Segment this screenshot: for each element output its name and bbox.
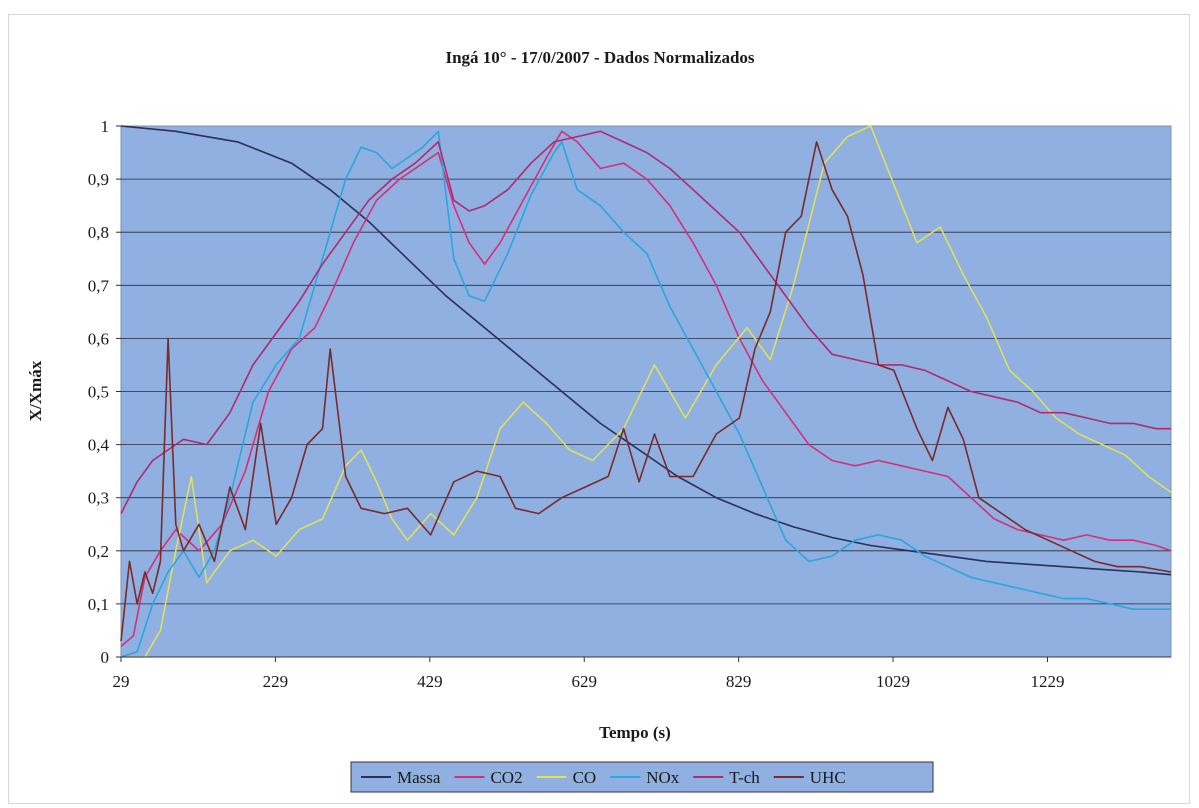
series-line-t-ch (120, 130, 1171, 514)
legend-label-uhc: UHC (810, 768, 846, 787)
x-tick-label: 629 (571, 672, 597, 691)
legend-box (350, 761, 934, 793)
x-tick-label: 829 (726, 672, 752, 691)
series-line-nox (120, 130, 1171, 658)
x-tick-label: 29 (113, 672, 130, 691)
y-tick-label: 0,8 (88, 223, 109, 242)
y-axis: 0 0,1 0,2 0,3 0,4 0,5 0,6 0,7 0,8 0,9 1 (88, 117, 121, 667)
y-tick-label: 0,7 (88, 276, 110, 295)
y-tick-label: 0,1 (88, 595, 109, 614)
series-layer (120, 125, 1172, 658)
series-line-co2 (120, 130, 1172, 648)
x-axis-label: Tempo (s) (599, 723, 671, 742)
y-tick-label: 0,9 (88, 170, 109, 189)
series-line-uhc (120, 141, 1172, 642)
chart-title: Ingá 10° - 17/0/2007 - Dados Normalizado… (445, 48, 754, 67)
legend-label-t-ch: T-ch (729, 768, 760, 787)
legend-label-nox: NOx (646, 768, 680, 787)
x-axis: 29 229 429 629 829 1029 1229 (113, 656, 1171, 691)
series-line-co (121, 125, 1172, 658)
y-tick-label: 0,5 (88, 383, 109, 402)
chart-frame: Ingá 10° - 17/0/2007 - Dados Normalizado… (8, 14, 1190, 804)
legend-label-co: CO (573, 768, 597, 787)
y-tick-label: 0,6 (88, 329, 109, 348)
x-tick-label: 1229 (1030, 672, 1064, 691)
x-tick-label: 429 (417, 672, 443, 691)
legend-label-co2: CO2 (490, 768, 522, 787)
legend-label-massa: Massa (397, 768, 441, 787)
y-tick-label: 0,2 (88, 542, 109, 561)
y-axis-label: X/Xmáx (26, 360, 45, 421)
chart-svg: Ingá 10° - 17/0/2007 - Dados Normalizado… (26, 48, 1172, 793)
y-tick-label: 0,4 (88, 436, 110, 455)
y-tick-label: 0 (101, 648, 110, 667)
y-tick-label: 1 (101, 117, 110, 136)
x-tick-label: 229 (263, 672, 289, 691)
y-tick-label: 0,3 (88, 489, 109, 508)
x-tick-label: 1029 (876, 672, 910, 691)
legend: Massa CO2 CO NOx T-ch UHC (350, 761, 934, 793)
